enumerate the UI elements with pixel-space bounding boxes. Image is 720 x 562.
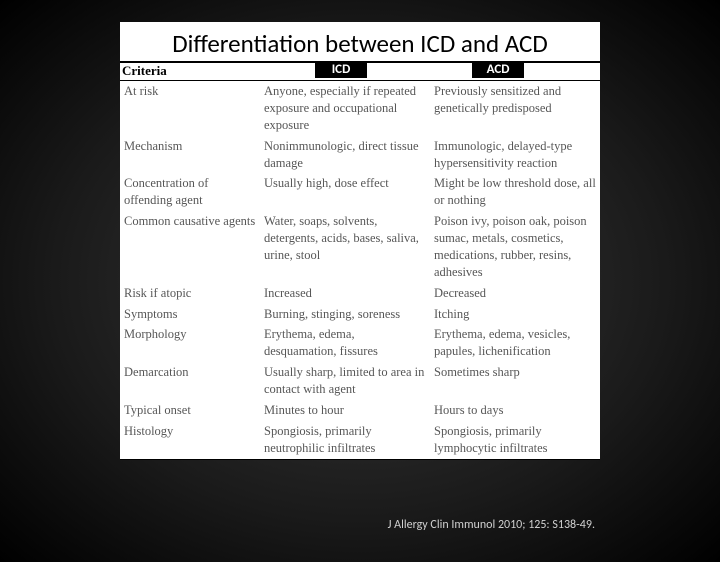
table-row: Typical onsetMinutes to hourHours to day… xyxy=(120,400,600,421)
cell-criteria: Symptoms xyxy=(120,304,260,325)
slide-title-container: Differentiation between ICD and ACD xyxy=(120,22,600,61)
cell-acd: Spongiosis, primarily lymphocytic infilt… xyxy=(430,421,600,459)
cell-icd: Spongiosis, primarily neutrophilic infil… xyxy=(260,421,430,459)
cell-criteria: Mechanism xyxy=(120,136,260,174)
cell-acd: Hours to days xyxy=(430,400,600,421)
header-icd: ICD xyxy=(315,61,367,78)
cell-icd: Water, soaps, solvents, detergents, acid… xyxy=(260,211,430,283)
cell-icd: Erythema, edema, desquamation, fissures xyxy=(260,324,430,362)
table-header-row: Criteria ICD ACD xyxy=(120,61,600,81)
cell-icd: Nonimmunologic, direct tissue damage xyxy=(260,136,430,174)
data-table: At riskAnyone, especially if repeated ex… xyxy=(120,81,600,459)
cell-icd: Anyone, especially if repeated exposure … xyxy=(260,81,430,136)
cell-acd: Poison ivy, poison oak, poison sumac, me… xyxy=(430,211,600,283)
table-row: Common causative agentsWater, soaps, sol… xyxy=(120,211,600,283)
header-criteria: Criteria xyxy=(120,63,260,80)
cell-criteria: Morphology xyxy=(120,324,260,362)
table-row: HistologySpongiosis, primarily neutrophi… xyxy=(120,421,600,459)
cell-acd: Immunologic, delayed-type hypersensitivi… xyxy=(430,136,600,174)
cell-criteria: At risk xyxy=(120,81,260,136)
cell-criteria: Histology xyxy=(120,421,260,459)
cell-acd: Erythema, edema, vesicles, papules, lich… xyxy=(430,324,600,362)
cell-acd: Itching xyxy=(430,304,600,325)
table-row: Concentration of offending agentUsually … xyxy=(120,173,600,211)
table-row: MorphologyErythema, edema, desquamation,… xyxy=(120,324,600,362)
cell-criteria: Typical onset xyxy=(120,400,260,421)
cell-icd: Increased xyxy=(260,283,430,304)
slide-title: Differentiation between ICD and ACD xyxy=(120,28,600,59)
cell-icd: Usually sharp, limited to area in contac… xyxy=(260,362,430,400)
cell-acd: Previously sensitized and genetically pr… xyxy=(430,81,600,136)
table-row: At riskAnyone, especially if repeated ex… xyxy=(120,81,600,136)
table-row: Risk if atopicIncreasedDecreased xyxy=(120,283,600,304)
cell-acd: Decreased xyxy=(430,283,600,304)
header-acd: ACD xyxy=(472,61,524,78)
cell-acd: Might be low threshold dose, all or noth… xyxy=(430,173,600,211)
table-row: MechanismNonimmunologic, direct tissue d… xyxy=(120,136,600,174)
cell-criteria: Common causative agents xyxy=(120,211,260,283)
table-row: SymptomsBurning, stinging, sorenessItchi… xyxy=(120,304,600,325)
cell-icd: Minutes to hour xyxy=(260,400,430,421)
table-row: DemarcationUsually sharp, limited to are… xyxy=(120,362,600,400)
citation-text: J Allergy Clin Immunol 2010; 125: S138-4… xyxy=(388,518,595,532)
cell-icd: Burning, stinging, soreness xyxy=(260,304,430,325)
cell-acd: Sometimes sharp xyxy=(430,362,600,400)
cell-criteria: Risk if atopic xyxy=(120,283,260,304)
cell-criteria: Demarcation xyxy=(120,362,260,400)
cell-criteria: Concentration of offending agent xyxy=(120,173,260,211)
comparison-table: Criteria ICD ACD At riskAnyone, especial… xyxy=(120,61,600,460)
cell-icd: Usually high, dose effect xyxy=(260,173,430,211)
